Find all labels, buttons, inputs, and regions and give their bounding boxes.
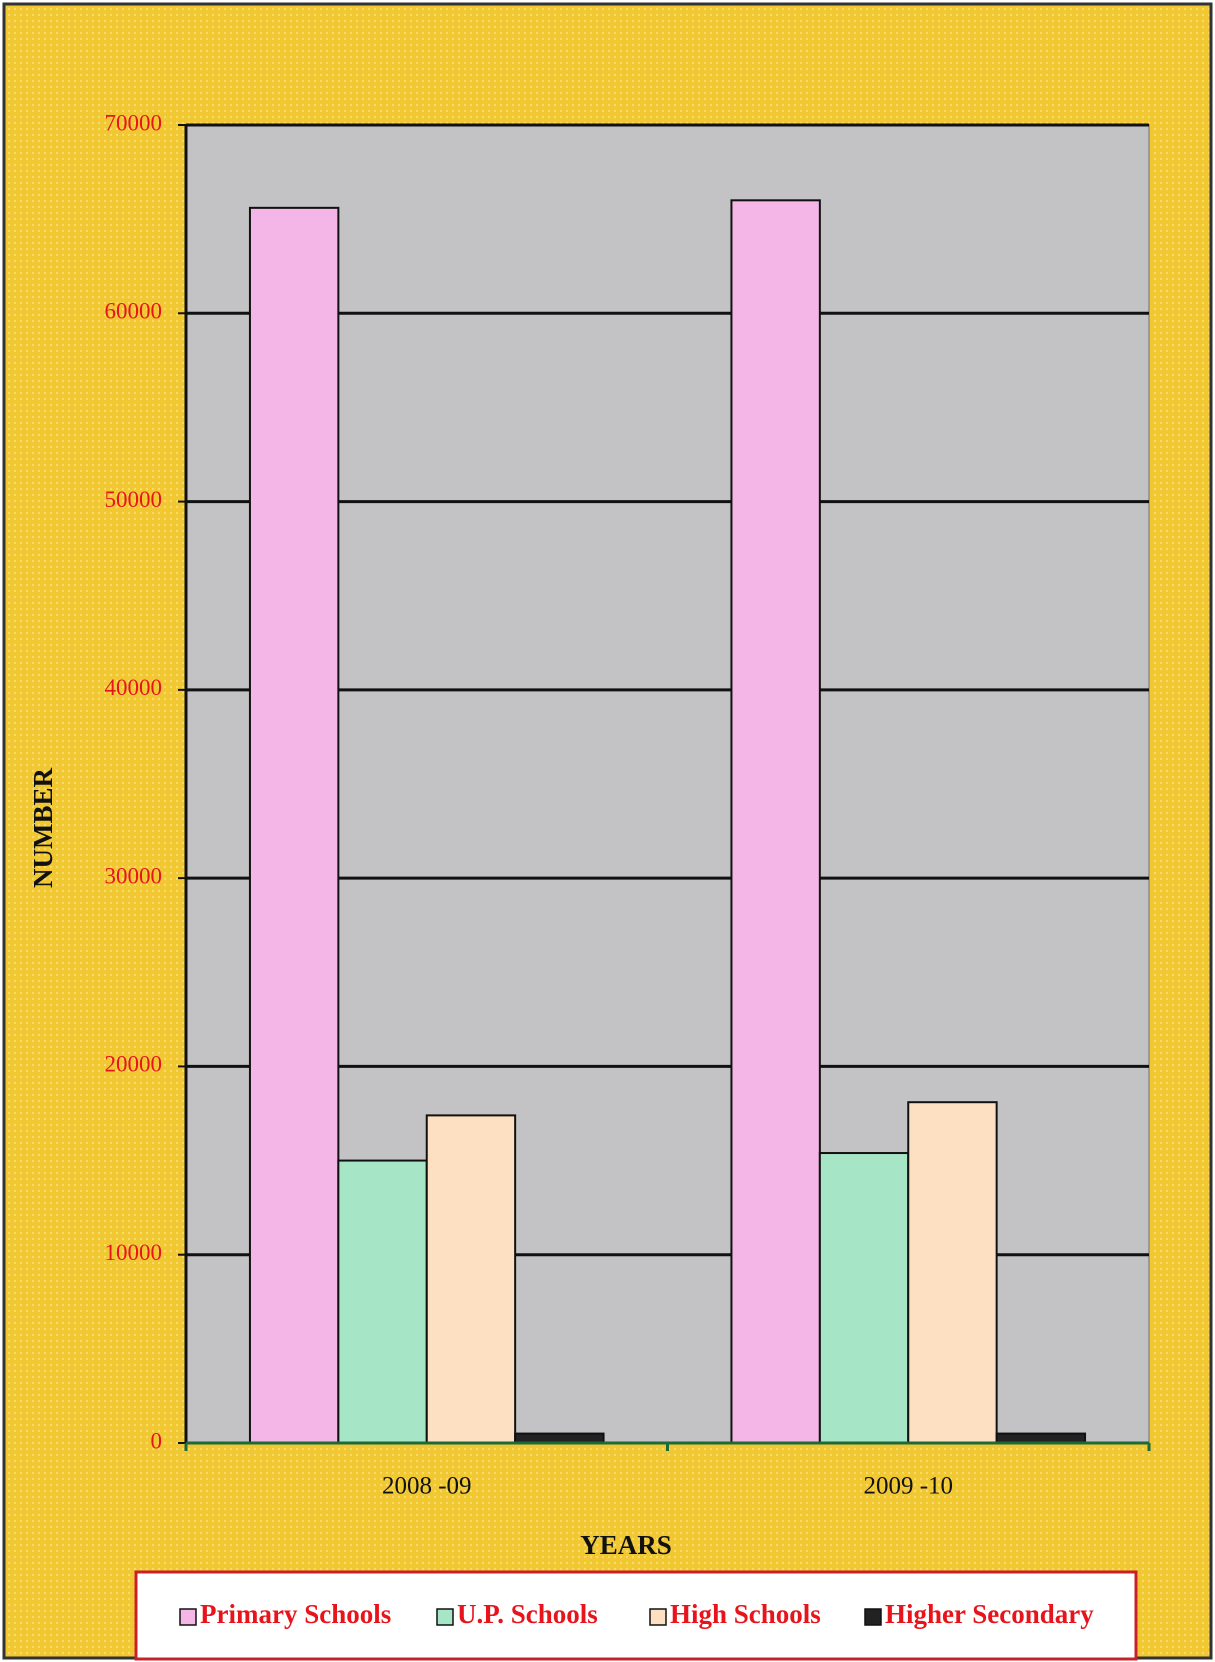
- bar: [337, 1159, 428, 1444]
- y-tick-label: 0: [151, 1428, 163, 1453]
- legend-swatch: [436, 1608, 454, 1626]
- bar: [818, 1152, 910, 1445]
- legend-label: Primary Schools: [200, 1599, 391, 1629]
- y-tick-label: 40000: [105, 675, 163, 700]
- bar: [425, 1114, 517, 1444]
- legend-label: U.P. Schools: [457, 1599, 598, 1629]
- y-tick-label: 30000: [105, 863, 163, 888]
- y-tick-label: 50000: [105, 487, 163, 512]
- y-tick-label: 70000: [105, 110, 163, 135]
- y-axis-title: NUMBER: [28, 768, 58, 888]
- y-tick-label: 60000: [105, 299, 163, 324]
- legend-swatch: [864, 1608, 882, 1626]
- legend-swatch: [179, 1608, 197, 1626]
- y-tick-label: 20000: [105, 1052, 163, 1077]
- y-tick-label: 10000: [105, 1240, 163, 1265]
- legend-box: [134, 1570, 1138, 1661]
- bar: [730, 199, 821, 1444]
- x-tick-label: 2008 -09: [382, 1473, 472, 1500]
- legend-label: Higher Secondary: [885, 1599, 1094, 1629]
- bar: [907, 1101, 998, 1445]
- bar: [248, 206, 340, 1445]
- x-axis-title: YEARS: [580, 1530, 672, 1560]
- legend-label: High Schools: [670, 1599, 821, 1629]
- x-tick-label: 2009 -10: [863, 1473, 953, 1500]
- legend-swatch: [649, 1608, 667, 1626]
